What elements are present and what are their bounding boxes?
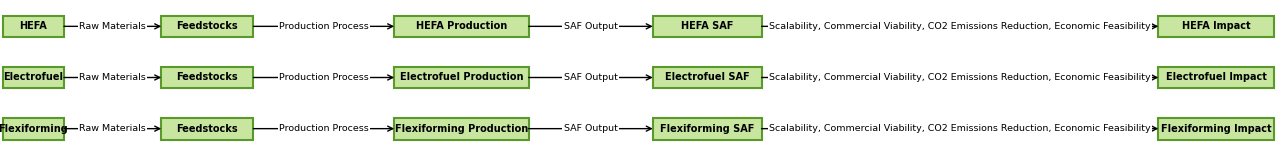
FancyBboxPatch shape: [3, 67, 64, 88]
Text: Flexiforming: Flexiforming: [0, 124, 68, 134]
FancyBboxPatch shape: [161, 118, 253, 140]
Text: Raw Materials: Raw Materials: [79, 73, 146, 82]
FancyBboxPatch shape: [3, 118, 64, 140]
Text: Production Process: Production Process: [279, 124, 369, 133]
FancyBboxPatch shape: [3, 16, 64, 37]
FancyBboxPatch shape: [653, 67, 762, 88]
FancyBboxPatch shape: [394, 67, 529, 88]
Text: Electrofuel Production: Electrofuel Production: [399, 73, 524, 82]
FancyBboxPatch shape: [1158, 118, 1274, 140]
Text: HEFA Production: HEFA Production: [416, 21, 507, 31]
Text: Flexiforming Production: Flexiforming Production: [394, 124, 529, 134]
FancyBboxPatch shape: [394, 16, 529, 37]
FancyBboxPatch shape: [653, 118, 762, 140]
Text: Scalability, Commercial Viability, CO2 Emissions Reduction, Economic Feasibility: Scalability, Commercial Viability, CO2 E…: [769, 73, 1151, 82]
Text: SAF Output: SAF Output: [563, 124, 618, 133]
FancyBboxPatch shape: [1158, 67, 1274, 88]
Text: Flexiforming SAF: Flexiforming SAF: [660, 124, 754, 134]
Text: Raw Materials: Raw Materials: [79, 22, 146, 31]
FancyBboxPatch shape: [1158, 16, 1274, 37]
Text: Scalability, Commercial Viability, CO2 Emissions Reduction, Economic Feasibility: Scalability, Commercial Viability, CO2 E…: [769, 124, 1151, 133]
Text: SAF Output: SAF Output: [563, 73, 618, 82]
FancyBboxPatch shape: [394, 118, 529, 140]
Text: Electrofuel: Electrofuel: [4, 73, 63, 82]
FancyBboxPatch shape: [161, 67, 253, 88]
Text: SAF Output: SAF Output: [563, 22, 618, 31]
Text: Feedstocks: Feedstocks: [177, 124, 238, 134]
Text: HEFA SAF: HEFA SAF: [681, 21, 733, 31]
Text: Raw Materials: Raw Materials: [79, 124, 146, 133]
Text: HEFA: HEFA: [19, 21, 47, 31]
Text: Electrofuel Impact: Electrofuel Impact: [1166, 73, 1266, 82]
Text: Feedstocks: Feedstocks: [177, 21, 238, 31]
FancyBboxPatch shape: [653, 16, 762, 37]
Text: Feedstocks: Feedstocks: [177, 73, 238, 82]
Text: HEFA Impact: HEFA Impact: [1181, 21, 1251, 31]
Text: Production Process: Production Process: [279, 22, 369, 31]
Text: Electrofuel SAF: Electrofuel SAF: [664, 73, 750, 82]
FancyBboxPatch shape: [161, 16, 253, 37]
Text: Scalability, Commercial Viability, CO2 Emissions Reduction, Economic Feasibility: Scalability, Commercial Viability, CO2 E…: [769, 22, 1151, 31]
Text: Production Process: Production Process: [279, 73, 369, 82]
Text: Flexiforming Impact: Flexiforming Impact: [1161, 124, 1271, 134]
